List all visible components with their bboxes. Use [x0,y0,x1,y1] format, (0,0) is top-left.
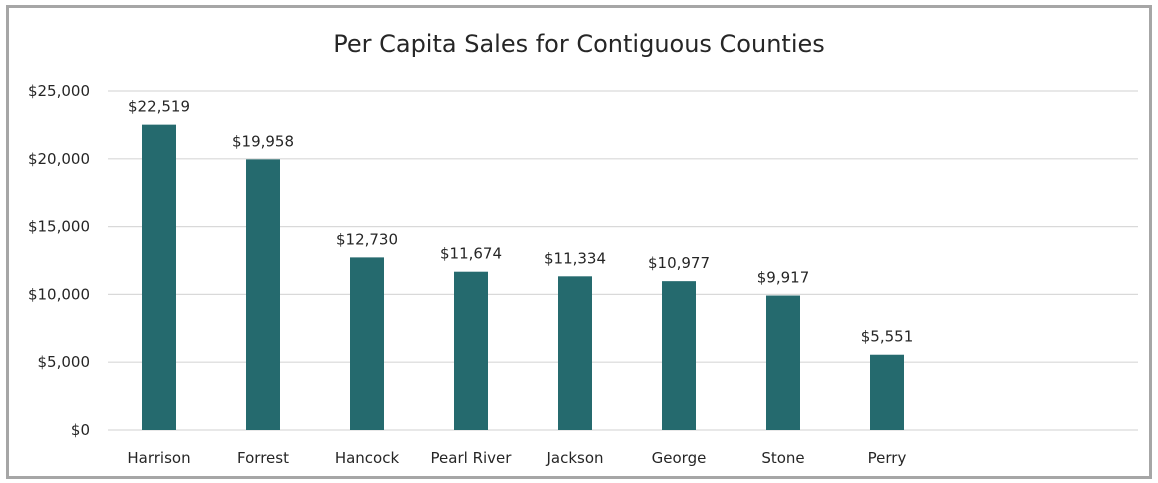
category-label: Perry [868,449,907,467]
bar [454,271,488,430]
bar [142,124,176,430]
bar [766,295,800,430]
y-tick-label: $25,000 [28,82,90,100]
bar [870,354,904,430]
chart-title: Per Capita Sales for Contiguous Counties [333,30,825,58]
data-label: $9,917 [757,269,810,287]
bar [662,281,696,430]
data-label: $10,977 [648,254,710,272]
y-tick-label: $5,000 [38,353,91,371]
data-label: $11,674 [440,245,502,263]
y-tick-label: $15,000 [28,218,90,236]
category-label: Forrest [237,449,289,467]
data-label: $5,551 [861,328,914,346]
bar [350,257,384,430]
y-tick-label: $10,000 [28,285,90,303]
bar [246,159,280,431]
bar [558,276,592,430]
category-label: George [652,449,707,467]
data-label: $22,519 [128,98,190,116]
category-label: Harrison [127,449,190,467]
category-label: Jackson [545,449,603,467]
category-label: Pearl River [431,449,513,467]
category-label: Hancock [335,449,400,467]
y-tick-label: $20,000 [28,150,90,168]
data-label: $11,334 [544,249,606,267]
data-label: $19,958 [232,132,294,150]
category-label: Stone [761,449,804,467]
data-label: $12,730 [336,230,398,248]
y-tick-label: $0 [71,421,90,439]
